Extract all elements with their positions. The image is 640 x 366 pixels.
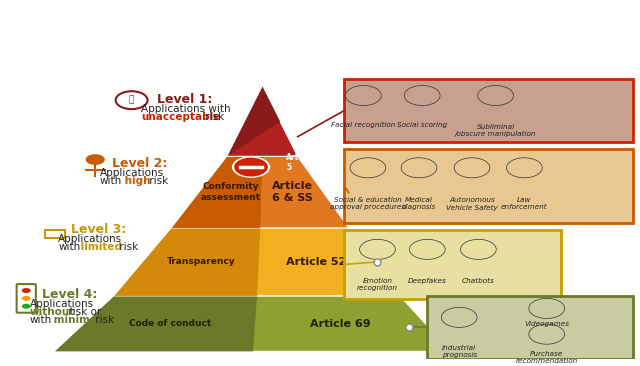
- Text: Level 2:: Level 2:: [113, 157, 168, 170]
- Text: risk: risk: [92, 314, 115, 325]
- Polygon shape: [172, 156, 262, 228]
- Text: with: with: [29, 314, 52, 325]
- Text: Facial recognition: Facial recognition: [332, 122, 396, 128]
- Text: Level 1:: Level 1:: [157, 93, 212, 106]
- FancyBboxPatch shape: [344, 149, 633, 223]
- Circle shape: [346, 86, 381, 105]
- Text: Article 52: Article 52: [286, 257, 347, 267]
- Circle shape: [22, 296, 31, 301]
- Polygon shape: [172, 156, 349, 228]
- Text: Transparency: Transparency: [166, 257, 236, 266]
- Text: minimal: minimal: [50, 314, 100, 325]
- Text: Autonomous
Vehicle Safety: Autonomous Vehicle Safety: [446, 198, 498, 210]
- Text: with: with: [100, 176, 122, 186]
- Polygon shape: [115, 228, 260, 296]
- Circle shape: [232, 156, 270, 178]
- Text: limited: limited: [77, 242, 122, 252]
- Text: Conformity
assessment: Conformity assessment: [200, 182, 260, 202]
- FancyBboxPatch shape: [344, 230, 561, 299]
- Circle shape: [360, 239, 396, 259]
- Circle shape: [529, 324, 564, 344]
- FancyBboxPatch shape: [428, 296, 633, 359]
- Text: risk: risk: [146, 176, 168, 186]
- Circle shape: [22, 288, 31, 293]
- Text: Medical
diagnosis: Medical diagnosis: [402, 198, 436, 210]
- Text: risk: risk: [116, 242, 138, 252]
- Text: Code of conduct: Code of conduct: [129, 319, 211, 328]
- Text: Social & education
approval procedures: Social & education approval procedures: [330, 198, 406, 210]
- Polygon shape: [115, 228, 400, 296]
- Text: Article
6 & SS: Article 6 & SS: [272, 181, 313, 203]
- FancyBboxPatch shape: [344, 79, 633, 142]
- Polygon shape: [55, 296, 257, 351]
- Text: without: without: [29, 307, 75, 317]
- Text: Industrial
prognosis: Industrial prognosis: [442, 345, 477, 358]
- Circle shape: [234, 158, 268, 176]
- Circle shape: [477, 86, 513, 105]
- Text: Applications: Applications: [100, 168, 164, 178]
- Text: Law
enforcement: Law enforcement: [501, 198, 548, 210]
- Circle shape: [401, 158, 437, 178]
- Text: Videogames: Videogames: [524, 321, 569, 327]
- Polygon shape: [227, 87, 298, 156]
- Text: with: with: [58, 242, 81, 252]
- Circle shape: [350, 158, 386, 178]
- Circle shape: [410, 239, 445, 259]
- Text: risk or: risk or: [65, 307, 101, 317]
- Circle shape: [86, 154, 105, 165]
- Text: Subliminal
/obscure manipulation: Subliminal /obscure manipulation: [455, 124, 536, 137]
- Text: unacceptable: unacceptable: [141, 112, 221, 122]
- Text: Applications: Applications: [29, 299, 93, 309]
- Text: Art.
5: Art. 5: [286, 153, 302, 172]
- Circle shape: [442, 307, 477, 327]
- Text: Applications with: Applications with: [141, 104, 231, 114]
- Circle shape: [404, 86, 440, 105]
- Circle shape: [461, 239, 496, 259]
- Circle shape: [506, 158, 542, 178]
- Text: high: high: [122, 176, 151, 186]
- Circle shape: [529, 298, 564, 318]
- Text: Article 69: Article 69: [310, 319, 371, 329]
- Circle shape: [22, 304, 31, 309]
- Text: risk: risk: [202, 112, 224, 122]
- Text: Chatbots: Chatbots: [462, 278, 495, 284]
- Text: Emotion
recognition: Emotion recognition: [357, 278, 398, 291]
- Polygon shape: [227, 87, 280, 156]
- Text: Deepfakes: Deepfakes: [408, 278, 447, 284]
- Text: ✋: ✋: [129, 96, 134, 105]
- Polygon shape: [55, 296, 451, 351]
- Text: Level 3:: Level 3:: [71, 223, 126, 236]
- Text: Applications: Applications: [58, 234, 122, 244]
- Circle shape: [454, 158, 490, 178]
- Text: Purchase
recommendation: Purchase recommendation: [516, 351, 578, 364]
- Text: Level 4:: Level 4:: [42, 288, 97, 300]
- Text: Social scoring: Social scoring: [397, 122, 447, 128]
